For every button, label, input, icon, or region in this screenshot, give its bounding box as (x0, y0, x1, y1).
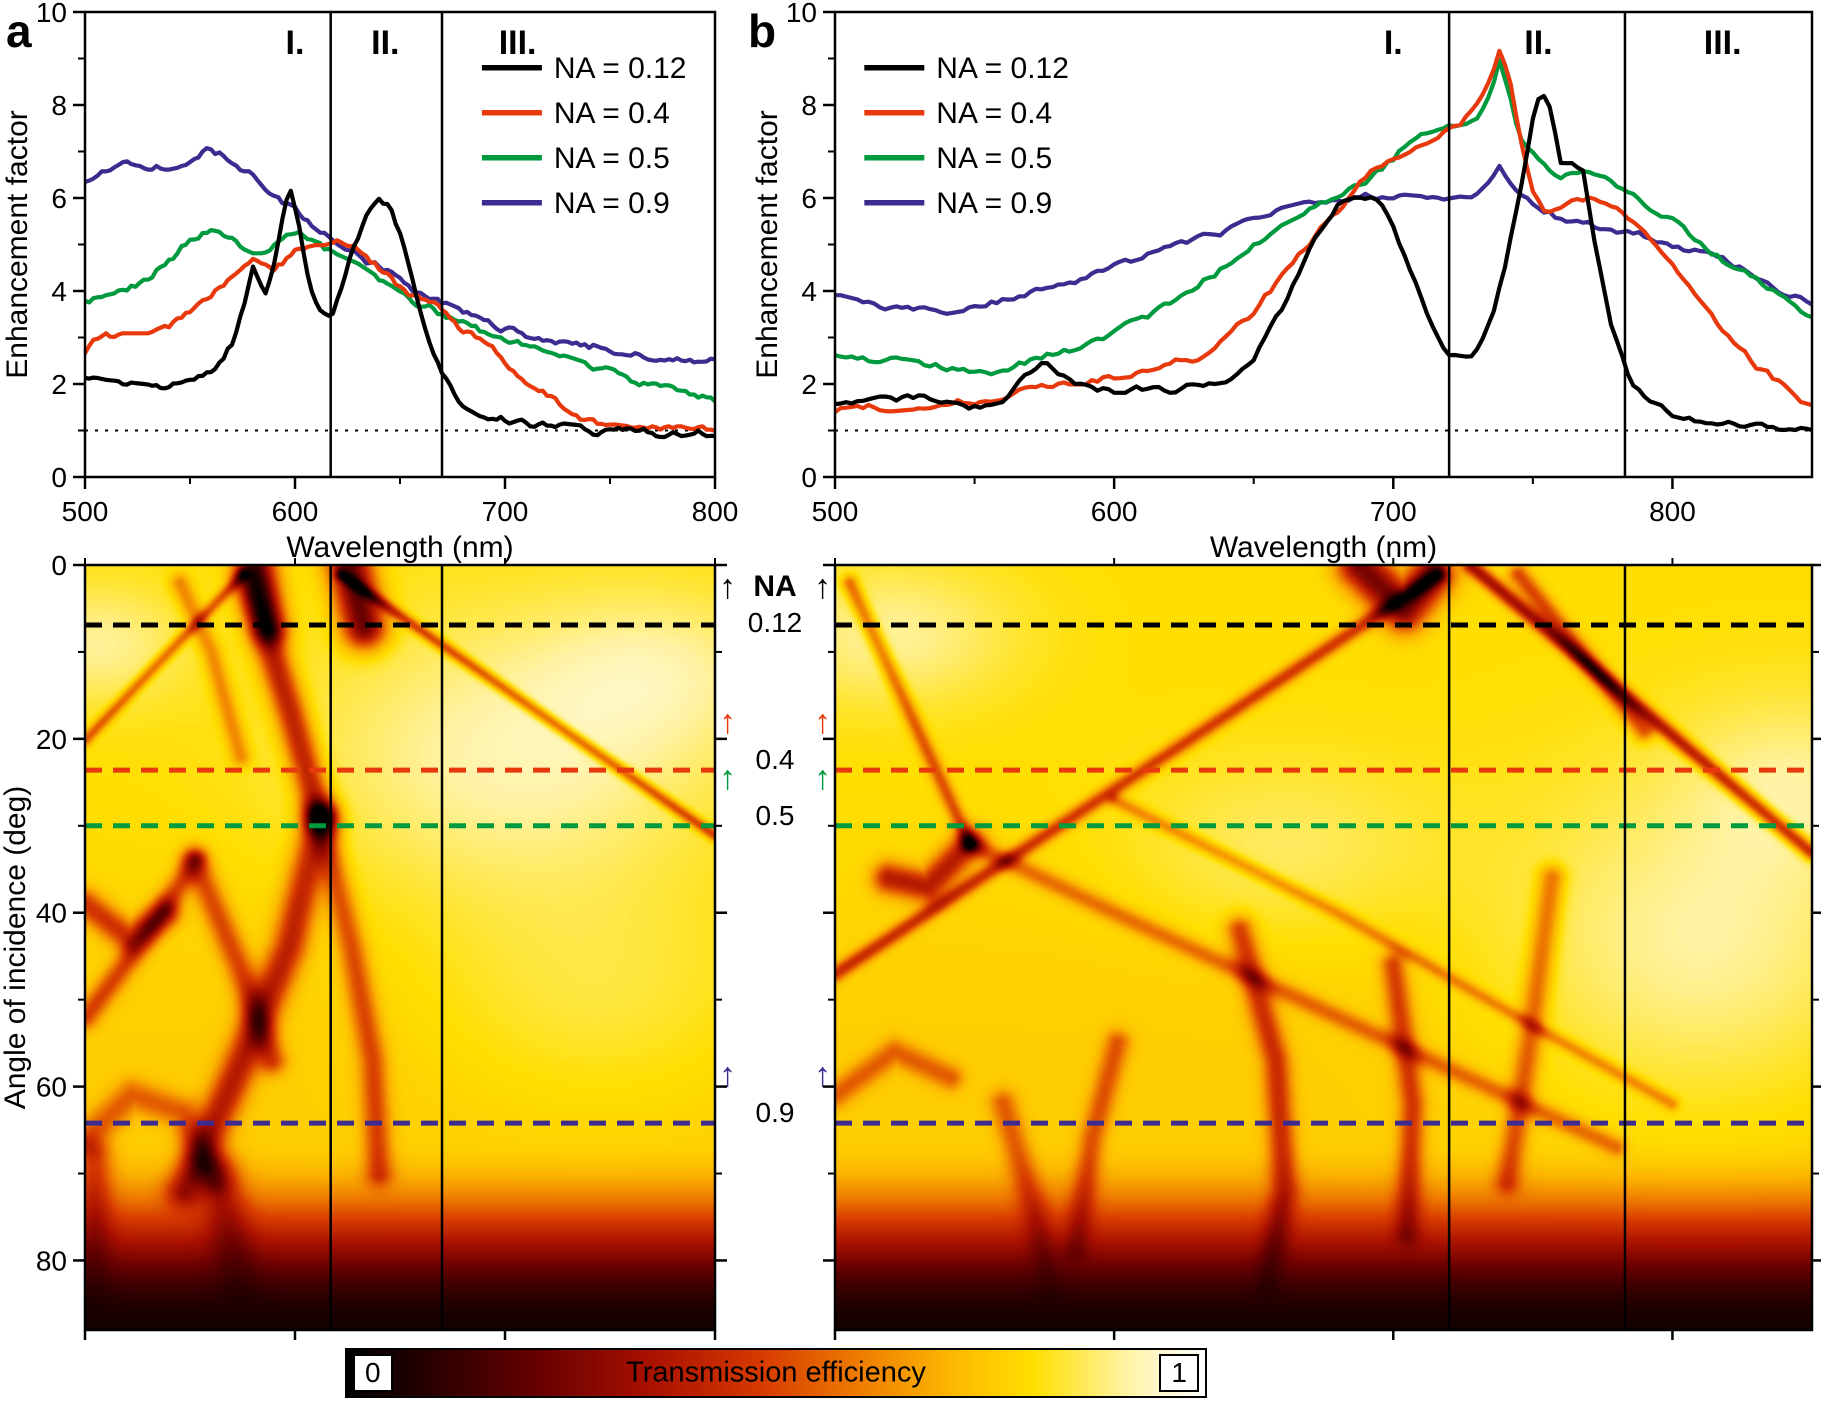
x-axis-title: Wavelength (nm) (1210, 531, 1437, 564)
y-tick-label: 80 (36, 1245, 67, 1276)
y-axis-title: Enhancement factor (1, 110, 34, 379)
na-value-label: 0.5 (755, 799, 795, 831)
na-value-label: 0.9 (755, 1097, 795, 1129)
region-label: I. (1384, 24, 1403, 62)
colorbar-min-label: 0 (353, 1354, 393, 1392)
legend-label: NA = 0.12 (554, 52, 687, 85)
series-0.4 (85, 238, 715, 433)
x-tick-label: 600 (272, 496, 319, 527)
y-tick-label: 0 (51, 550, 67, 581)
y-tick-label: 20 (36, 724, 67, 755)
colorbar: 0 Transmission efficiency 1 (345, 1348, 1207, 1398)
y-tick-label: 4 (51, 276, 67, 307)
y-tick-label: 10 (36, 0, 67, 28)
heatmap-b (823, 558, 1821, 1340)
y-axis-title: Enhancement factor (751, 110, 784, 379)
heatmap-a: 0 20 40 60 80 Angle of incidence (deg) (0, 550, 727, 1340)
up-arrow-icon: ↑ (719, 703, 736, 742)
y-tick-label: 10 (786, 0, 817, 28)
up-arrow-icon: ↑ (814, 758, 831, 797)
heatmap-canvas (85, 565, 715, 1330)
series-0.12 (85, 188, 715, 440)
x-tick-label: 500 (812, 496, 859, 527)
line-chart-svg: I. II. III. 500 600 700 800 0 2 4 6 8 10 Wavelength (… (1, 0, 739, 564)
legend-label: NA = 0.9 (936, 187, 1052, 220)
na-annotation-column: ↑ ↑ NA 0.12 ↑ ↑ 0.4 ↑ ↑ 0.5 ↑ ↑ 0.9 (715, 565, 835, 1330)
na-value-label: 0.4 (755, 744, 795, 776)
series-0.5 (835, 58, 1812, 377)
region-label: II. (1524, 24, 1552, 62)
heatmap-overlay: 0 20 40 60 80 Angle of incidence (deg) (0, 550, 727, 1340)
y-tick-label: 4 (801, 276, 817, 307)
up-arrow-icon: ↑ (814, 703, 831, 742)
y-tick-label: 8 (51, 90, 67, 121)
region-label: II. (371, 24, 399, 62)
line-chart-a: I. II. III. 500 600 700 800 0 2 4 6 8 10 Wavelength (… (0, 0, 745, 564)
x-tick-label: 800 (1649, 496, 1696, 527)
legend-label: NA = 0.9 (554, 187, 670, 220)
x-tick-label: 700 (1370, 496, 1417, 527)
up-arrow-icon: ↑ (719, 758, 736, 797)
panel-b-letter: b (748, 5, 777, 57)
colorbar-gradient (347, 1350, 1205, 1396)
series-0.5 (85, 228, 715, 404)
y-tick-label: 6 (51, 183, 67, 214)
x-tick-label: 600 (1091, 496, 1138, 527)
heatmap-frame (83, 563, 717, 1332)
series-group (85, 146, 715, 440)
x-tick-label: 800 (692, 496, 739, 527)
up-arrow-icon: ↑ (814, 1056, 831, 1095)
up-arrow-icon: ↑ (719, 1056, 736, 1095)
y-tick-label: 0 (51, 462, 67, 493)
colorbar-max-label: 1 (1159, 1354, 1199, 1392)
y-tick-label: 60 (36, 1072, 67, 1103)
region-label: I. (286, 24, 305, 62)
legend-label: NA = 0.5 (936, 142, 1052, 175)
heatmap-canvas (835, 565, 1812, 1330)
x-tick-label: 500 (62, 496, 109, 527)
y-tick-label: 2 (801, 369, 817, 400)
y-tick-label: 0 (801, 462, 817, 493)
series-0.12 (835, 93, 1812, 433)
na-value-label: 0.12 (747, 606, 803, 638)
up-arrow-icon: ↑ (719, 568, 736, 606)
series-group (835, 48, 1812, 433)
y-tick-label: 40 (36, 898, 67, 929)
legend-label: NA = 0.4 (554, 97, 670, 130)
panel-a-letter: a (6, 5, 32, 57)
region-label: III. (499, 24, 537, 62)
series-0.9 (85, 146, 715, 365)
heatmap-frame (833, 563, 1814, 1332)
na-title: NA (753, 570, 797, 603)
legend-label: NA = 0.5 (554, 142, 670, 175)
x-tick-label: 700 (482, 496, 529, 527)
line-chart-b: I. II. III. 500 600 700 800 0 2 4 6 8 10 Wavelength (… (745, 0, 1821, 564)
x-axis-title: Wavelength (nm) (286, 531, 513, 564)
y-tick-label: 8 (801, 90, 817, 121)
legend-label: NA = 0.12 (936, 52, 1069, 85)
y-tick-label: 6 (801, 183, 817, 214)
y-axis-title: Angle of incidence (deg) (0, 786, 32, 1110)
line-chart-svg: I. II. III. 500 600 700 800 0 2 4 6 8 10 Wavelength (… (751, 0, 1814, 564)
heatmap-overlay (823, 558, 1821, 1340)
colorbar-title: Transmission efficiency (626, 1356, 926, 1389)
up-arrow-icon: ↑ (814, 568, 831, 606)
region-label: III. (1704, 24, 1742, 62)
y-tick-label: 2 (51, 369, 67, 400)
legend-label: NA = 0.4 (936, 97, 1052, 130)
